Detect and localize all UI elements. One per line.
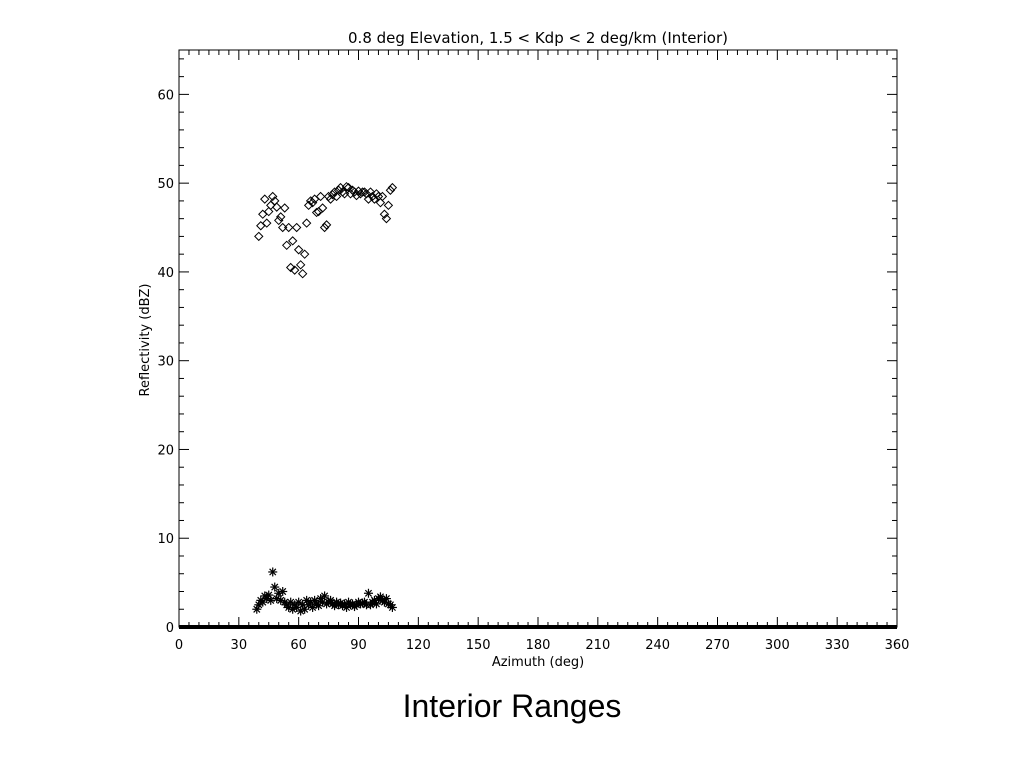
diamond-point xyxy=(262,218,272,228)
diamond-point xyxy=(345,189,356,199)
diamond-point xyxy=(385,185,396,195)
diamond-point xyxy=(329,187,340,197)
x-tick-label: 210 xyxy=(585,638,610,653)
diamond-point xyxy=(319,222,330,233)
diamond-point xyxy=(285,262,296,273)
diamond-point xyxy=(307,197,318,208)
asterisk-point xyxy=(278,586,288,596)
y-axis-ticks: 0 10 20 30 40 50 60 xyxy=(157,58,897,636)
y-tick-label: 0 xyxy=(166,621,174,636)
x-tick-label: 180 xyxy=(526,638,551,653)
asterisk-point xyxy=(342,602,352,612)
diamond-point xyxy=(264,206,274,217)
x-tick-label: 150 xyxy=(466,638,491,653)
slide-caption: Interior Ranges xyxy=(402,688,622,724)
y-tick-label: 30 xyxy=(157,355,174,370)
diamond-point xyxy=(260,194,270,204)
diamond-point xyxy=(301,218,312,228)
diamond-point xyxy=(287,236,298,246)
y-tick-label: 40 xyxy=(157,266,174,281)
x-axis-ticks: 0 30 60 90 120 150 180 210 240 270 300 330 360 xyxy=(175,50,910,653)
diamond-point xyxy=(297,268,308,279)
diamond-point xyxy=(283,222,294,233)
asterisk-point xyxy=(270,582,280,592)
asterisk-point xyxy=(363,588,373,598)
diamond-point xyxy=(291,222,302,233)
scatter-chart: 0.8 deg Elevation, 1.5 < Kdp < 2 deg/km … xyxy=(138,29,910,670)
diamond-point xyxy=(281,240,292,250)
diamond-point xyxy=(276,212,286,222)
diamond-point xyxy=(254,231,264,242)
diamond-point xyxy=(349,187,360,197)
diamond-point xyxy=(272,202,282,212)
diamond-point xyxy=(268,191,278,202)
diamond-point xyxy=(274,215,284,226)
x-tick-label: 360 xyxy=(885,638,910,653)
diamond-point xyxy=(299,249,310,259)
x-tick-label: 270 xyxy=(705,638,730,653)
y-tick-label: 20 xyxy=(157,443,174,458)
asterisk-point xyxy=(268,567,278,577)
diamond-point xyxy=(379,209,390,219)
asterisk-point xyxy=(252,604,262,614)
diamond-point xyxy=(317,203,328,213)
chart-title: 0.8 deg Elevation, 1.5 < Kdp < 2 deg/km … xyxy=(348,29,728,47)
diamond-point xyxy=(381,213,392,224)
x-axis-label: Azimuth (deg) xyxy=(492,655,584,670)
asterisk-point xyxy=(320,591,330,601)
x-tick-label: 240 xyxy=(645,638,670,653)
x-tick-label: 300 xyxy=(765,638,790,653)
diamond-point xyxy=(295,260,306,270)
x-tick-label: 90 xyxy=(350,638,367,653)
diamond-point xyxy=(289,265,300,275)
x-tick-label: 30 xyxy=(231,638,248,653)
asterisk-point xyxy=(387,602,397,612)
diamond-point xyxy=(331,191,342,202)
y-tick-label: 50 xyxy=(157,177,174,192)
diamond-point xyxy=(293,245,304,255)
x-tick-label: 0 xyxy=(175,638,183,653)
plot-frame xyxy=(178,49,898,628)
diamond-point xyxy=(315,191,326,202)
diamond-point xyxy=(341,181,352,192)
data-points xyxy=(179,181,897,629)
diamond-point xyxy=(383,200,394,211)
diamond-point xyxy=(321,220,332,230)
x-tick-label: 60 xyxy=(290,638,307,653)
diamond-point xyxy=(311,207,322,218)
y-tick-label: 60 xyxy=(157,88,174,103)
y-axis-label: Reflectivity (dBZ) xyxy=(138,284,153,397)
diamond-point xyxy=(375,197,386,208)
diamond-point xyxy=(377,191,388,202)
x-tick-label: 120 xyxy=(406,638,431,653)
y-tick-label: 10 xyxy=(157,532,174,547)
diamond-point xyxy=(279,203,290,213)
x-tick-label: 330 xyxy=(825,638,850,653)
diamond-point xyxy=(387,182,398,193)
diamond-point xyxy=(278,222,288,233)
diamond-point xyxy=(365,187,376,197)
